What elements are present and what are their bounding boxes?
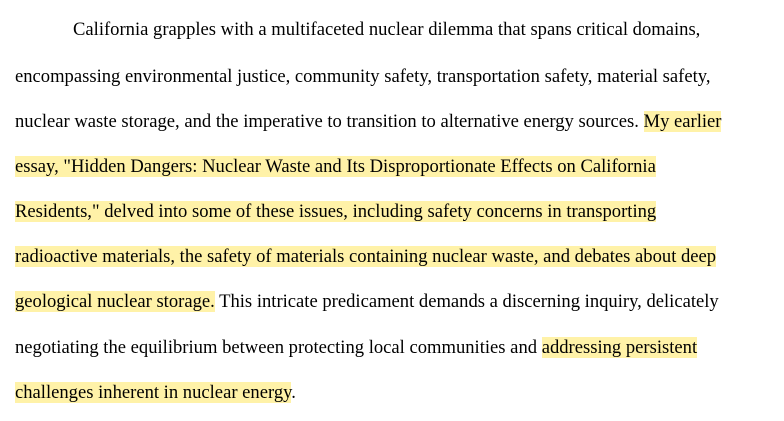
paragraph-line-7: geological nuclear storage. This intrica… [15,288,719,316]
text-segment: This intricate predicament demands a dis… [214,291,719,312]
text-segment: nuclear waste storage, and the imperativ… [15,111,644,132]
text-segment: negotiating the equilibrium between prot… [15,337,542,358]
text-segment: encompassing environmental justice, comm… [15,66,711,87]
paragraph-line-4: essay, "Hidden Dangers: Nuclear Waste an… [15,153,656,181]
paragraph-line-5: Residents," delved into some of these is… [15,198,657,226]
text-segment: California grapples with a multifaceted … [73,19,701,40]
paragraph-line-8: negotiating the equilibrium between prot… [15,334,698,362]
paragraph-line-1: California grapples with a multifaceted … [73,16,700,44]
highlighted-text: My earlier [643,111,722,132]
text-segment: . [291,382,296,403]
highlighted-text: Residents," delved into some of these is… [15,201,657,222]
highlighted-text: geological nuclear storage. [15,291,215,312]
paragraph-line-3: nuclear waste storage, and the imperativ… [15,108,722,136]
highlighted-text: addressing persistent [541,337,698,358]
highlighted-text: essay, "Hidden Dangers: Nuclear Waste an… [15,156,656,177]
paragraph-line-2: encompassing environmental justice, comm… [15,63,711,91]
highlighted-text: radioactive materials, the safety of mat… [15,246,717,267]
highlighted-text: challenges inherent in nuclear energy [15,382,292,403]
paragraph-line-9: challenges inherent in nuclear energy. [15,379,296,407]
paragraph-line-6: radioactive materials, the safety of mat… [15,243,717,271]
